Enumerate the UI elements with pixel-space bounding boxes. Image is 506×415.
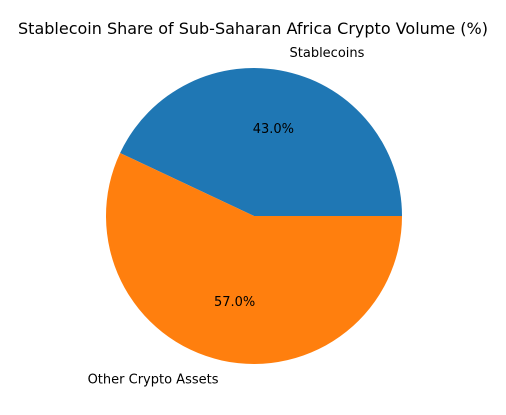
pie-slice-0 <box>120 68 402 216</box>
slice-label-1: Other Crypto Assets <box>88 373 219 388</box>
pie-slices <box>106 68 402 365</box>
chart-title: Stablecoin Share of Sub-Saharan Africa C… <box>18 19 488 38</box>
pie-labels: Stablecoins 43.0% Other Crypto Assets 57.0% <box>88 46 365 388</box>
slice-label-0: Stablecoins <box>290 46 365 61</box>
slice-value-label-0: 43.0% <box>253 122 294 137</box>
pie-slice-1 <box>106 152 402 365</box>
slice-value-label-1: 57.0% <box>214 295 255 310</box>
